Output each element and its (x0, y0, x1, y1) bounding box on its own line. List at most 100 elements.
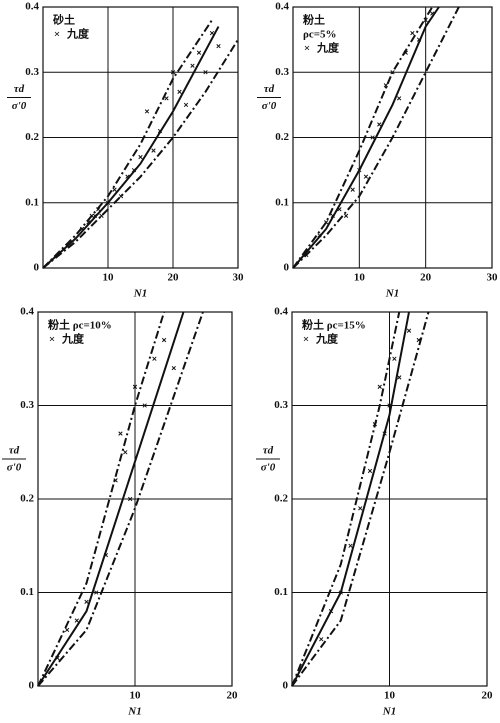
data-point (123, 450, 128, 455)
legend-marker: × (49, 334, 55, 346)
data-point (142, 403, 147, 408)
data-point (304, 252, 309, 258)
data-point (164, 96, 169, 101)
y-tick-label: 0.4 (275, 1, 289, 13)
x-tick-label: 10 (103, 272, 115, 284)
data-point (86, 220, 91, 225)
data-point (103, 552, 109, 558)
y-tick-label: 0.3 (274, 399, 288, 411)
data-point (343, 213, 349, 218)
data-point (161, 337, 167, 343)
data-point (410, 30, 415, 36)
curve (42, 26, 220, 269)
curve (292, 6, 460, 269)
y-tick-label: 0.2 (275, 131, 289, 143)
data-point (392, 356, 397, 361)
curve (37, 311, 204, 687)
y-tick-label: 0.2 (274, 493, 288, 505)
data-point (157, 128, 163, 134)
y-tick-label: 0.1 (20, 586, 34, 598)
legend-label: 九度 (315, 332, 339, 346)
x-tick-label: 10 (384, 690, 396, 702)
y-axis-label: σ'0 (7, 462, 22, 474)
curve (291, 311, 401, 687)
curve (292, 6, 440, 269)
data-point (324, 220, 329, 225)
x-tick-label: 10 (130, 690, 142, 702)
annotation: 粉土 ρc=10% (48, 318, 112, 332)
data-point (216, 43, 221, 49)
x-tick-label: 20 (420, 272, 432, 284)
x-tick-label: 30 (233, 272, 245, 284)
y-tick-label: 0.3 (20, 399, 34, 411)
data-point (406, 328, 412, 333)
data-point (64, 627, 70, 633)
data-point (430, 11, 435, 16)
annotation: 粉土 ρc=15% (302, 318, 366, 332)
y-tick-label: 0.2 (20, 493, 34, 505)
data-point (209, 30, 215, 36)
annotation: 粉土 (303, 13, 325, 27)
x-tick-label: 10 (354, 272, 366, 284)
data-point (416, 37, 422, 42)
data-point (138, 154, 143, 160)
data-point (125, 174, 130, 179)
y-tick-label: 0 (283, 680, 289, 692)
data-point (317, 233, 322, 238)
y-tick-label: 0.4 (20, 306, 34, 318)
data-point (131, 167, 137, 173)
y-tick-label: 0 (34, 262, 40, 274)
x-tick-label: 20 (227, 690, 239, 702)
data-point (357, 167, 362, 173)
data-point (79, 226, 85, 232)
data-point (382, 431, 387, 436)
x-axis-label: N1 (385, 288, 399, 300)
data-point (144, 109, 150, 114)
data-point (350, 187, 355, 192)
data-point (319, 637, 324, 642)
data-point (171, 365, 176, 371)
data-point (416, 337, 421, 343)
data-point (151, 148, 156, 153)
curve (37, 311, 185, 687)
data-point (363, 174, 369, 179)
data-point (372, 422, 378, 427)
legend-label: 九度 (66, 27, 90, 41)
y-tick-label: 0.1 (274, 586, 288, 598)
y-axis-label: τd (264, 83, 275, 95)
y-axis-label: τd (9, 445, 20, 457)
data-point (170, 70, 176, 75)
y-tick-label: 0.3 (25, 66, 39, 78)
y-tick-label: 0 (284, 262, 290, 274)
data-point (403, 50, 408, 55)
curve (291, 311, 410, 687)
data-point (99, 213, 104, 218)
data-point (338, 590, 343, 595)
data-point (112, 187, 117, 192)
y-tick-label: 0.1 (275, 196, 289, 208)
data-point (330, 213, 335, 218)
curve (42, 19, 213, 269)
data-point (387, 403, 392, 408)
y-tick-label: 0.4 (274, 306, 288, 318)
data-point (118, 431, 123, 436)
x-tick-label: 20 (168, 272, 180, 284)
y-axis-label: σ'0 (12, 100, 27, 112)
data-point (113, 478, 118, 483)
data-point (203, 70, 208, 75)
data-point (94, 590, 99, 595)
x-axis-label: N1 (382, 706, 396, 718)
y-tick-label: 0.2 (25, 131, 39, 143)
legend-marker: × (304, 43, 310, 55)
data-point (89, 213, 94, 218)
y-tick-label: 0.4 (25, 1, 39, 13)
data-point (55, 655, 60, 661)
data-point (105, 200, 111, 205)
data-point (390, 70, 395, 75)
x-tick-label: 20 (482, 690, 494, 702)
data-point (152, 356, 157, 361)
curve (42, 39, 239, 269)
legend-label: 九度 (61, 332, 85, 346)
data-point (423, 17, 428, 23)
y-tick-label: 0 (29, 680, 35, 692)
